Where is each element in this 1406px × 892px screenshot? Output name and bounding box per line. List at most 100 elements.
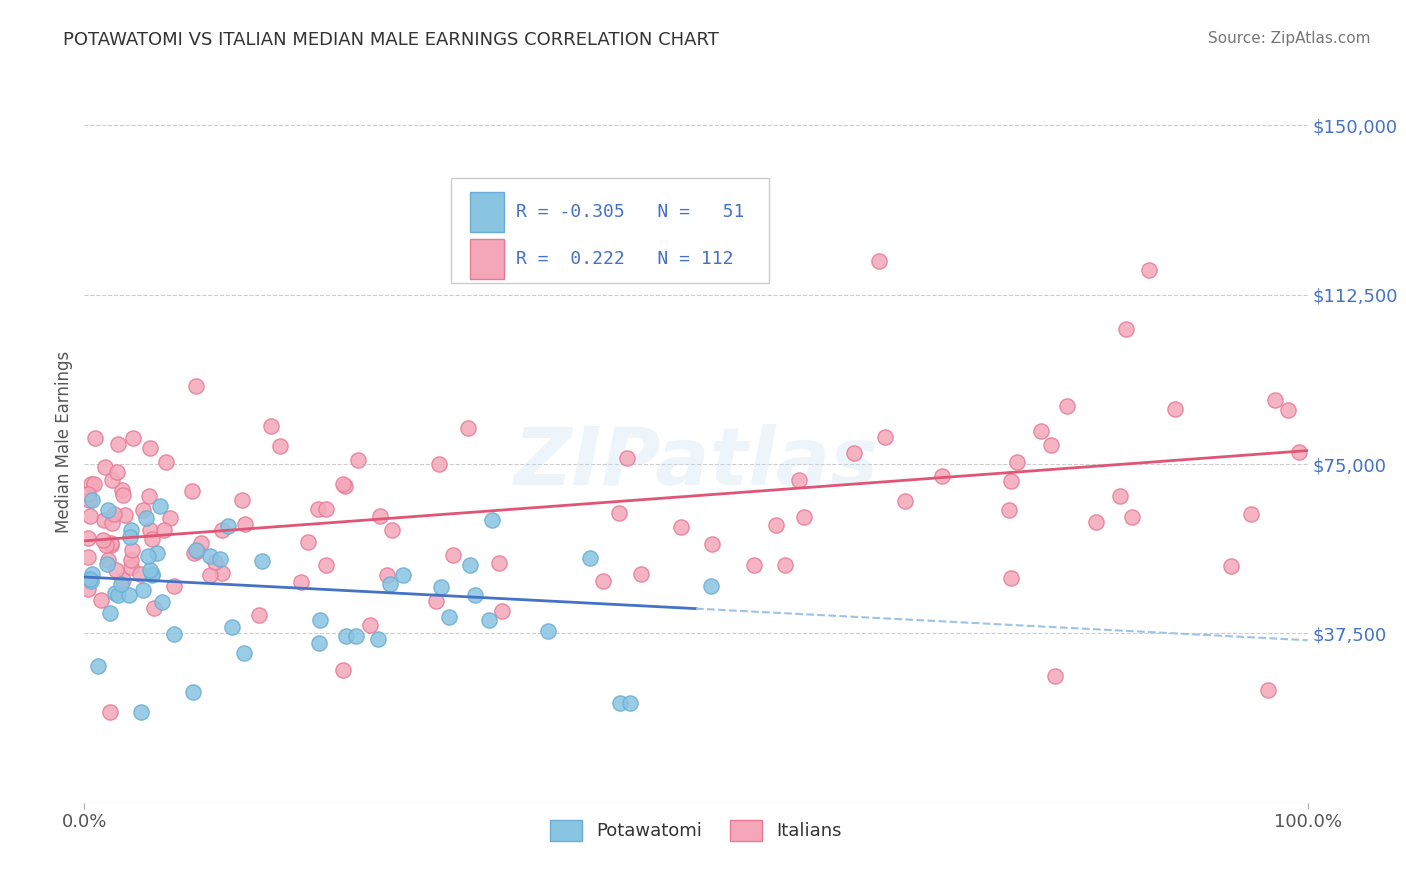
Point — [186, 544, 208, 558]
Point — [217, 519, 239, 533]
Point — [1137, 263, 1160, 277]
Point — [184, 543, 207, 558]
Point — [578, 550, 600, 565]
Point — [209, 551, 232, 566]
Point — [163, 627, 186, 641]
Point — [77, 582, 100, 597]
Point — [368, 508, 391, 523]
Point — [619, 696, 641, 710]
Point — [103, 507, 125, 521]
Point — [146, 546, 169, 560]
Point — [789, 473, 811, 487]
Point — [260, 418, 283, 433]
Point — [120, 553, 142, 567]
Point — [129, 566, 152, 581]
FancyBboxPatch shape — [470, 239, 503, 279]
Point — [100, 536, 122, 550]
Point — [136, 549, 159, 563]
Point — [1005, 455, 1028, 469]
Point — [120, 523, 142, 537]
Point — [308, 636, 330, 650]
Point — [105, 465, 128, 479]
Point — [1029, 425, 1052, 439]
Point — [269, 439, 291, 453]
Point — [592, 574, 614, 589]
Point — [122, 431, 145, 445]
Point — [198, 568, 221, 582]
Point — [141, 566, 163, 581]
Point — [344, 629, 367, 643]
Point — [931, 468, 953, 483]
Point — [98, 706, 121, 720]
Point — [875, 430, 897, 444]
Point — [1056, 400, 1078, 414]
Point — [100, 516, 122, 530]
Point — [143, 600, 166, 615]
Point — [347, 453, 370, 467]
Point — [204, 556, 226, 570]
Text: ZIPatlas: ZIPatlas — [513, 425, 879, 502]
Point — [153, 523, 176, 537]
Point — [488, 556, 510, 570]
Point — [100, 538, 122, 552]
Point — [1288, 445, 1310, 459]
Point — [429, 580, 451, 594]
Point — [107, 588, 129, 602]
Point — [139, 523, 162, 537]
Point — [96, 557, 118, 571]
Point — [231, 492, 253, 507]
Point — [765, 518, 787, 533]
Point — [112, 488, 135, 502]
Point — [793, 510, 815, 524]
Point — [155, 455, 177, 469]
Point — [83, 477, 105, 491]
Point — [315, 558, 337, 573]
Point — [332, 663, 354, 677]
Point — [181, 685, 204, 699]
Point — [437, 609, 460, 624]
Point — [163, 579, 186, 593]
Point — [80, 567, 103, 582]
Point — [609, 697, 631, 711]
Point — [132, 583, 155, 598]
Point — [90, 593, 112, 607]
Point — [139, 441, 162, 455]
Point — [94, 460, 117, 475]
Text: Source: ZipAtlas.com: Source: ZipAtlas.com — [1208, 31, 1371, 46]
Point — [129, 706, 152, 720]
Point — [77, 487, 100, 501]
Point — [77, 531, 100, 545]
Point — [118, 588, 141, 602]
Point — [139, 563, 162, 577]
Point — [120, 560, 142, 574]
Point — [744, 558, 766, 572]
Text: POTAWATOMI VS ITALIAN MEDIAN MALE EARNINGS CORRELATION CHART: POTAWATOMI VS ITALIAN MEDIAN MALE EARNIN… — [63, 31, 718, 49]
Y-axis label: Median Male Earnings: Median Male Earnings — [55, 351, 73, 533]
Point — [80, 477, 103, 491]
Point — [427, 457, 450, 471]
Point — [1163, 402, 1185, 417]
Point — [307, 501, 329, 516]
Point — [150, 595, 173, 609]
Point — [181, 483, 204, 498]
Point — [252, 553, 274, 567]
Point — [79, 493, 101, 508]
Legend: Potawatomi, Italians: Potawatomi, Italians — [543, 813, 849, 848]
Point — [233, 516, 256, 531]
Point — [190, 536, 212, 550]
Point — [141, 533, 163, 547]
Point — [211, 523, 233, 537]
Point — [98, 606, 121, 620]
Point — [84, 431, 107, 445]
Point — [1085, 515, 1108, 529]
Point — [392, 568, 415, 582]
Point — [138, 489, 160, 503]
Point — [79, 572, 101, 586]
Point — [97, 552, 120, 566]
Point — [121, 542, 143, 557]
Point — [425, 594, 447, 608]
Point — [82, 492, 104, 507]
Point — [159, 510, 181, 524]
Point — [367, 632, 389, 647]
FancyBboxPatch shape — [470, 193, 503, 232]
